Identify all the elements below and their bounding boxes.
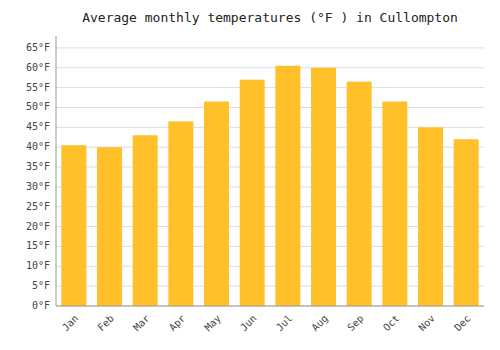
bar [311, 68, 336, 306]
x-tick-label: Jul [274, 313, 295, 334]
y-tick-label: 5°F [32, 280, 50, 291]
bar [61, 145, 86, 306]
x-tick-label: Aug [309, 313, 330, 334]
grid-line [56, 47, 484, 48]
bar [133, 135, 158, 306]
x-tick-label: Sep [345, 313, 366, 334]
x-tick-label: Apr [167, 313, 188, 334]
y-tick-label: 0°F [32, 300, 50, 311]
bar [204, 102, 229, 306]
grid-line [56, 67, 484, 68]
y-tick-label: 60°F [26, 62, 50, 73]
x-tick-label: Dec [452, 313, 473, 334]
x-axis-line [56, 306, 484, 307]
bar [418, 127, 443, 306]
y-axis-line [56, 36, 57, 306]
bars [61, 66, 478, 306]
chart: Average monthly temperatures (°F ) in Cu… [0, 0, 500, 350]
y-tick-label: 40°F [26, 141, 50, 152]
bar [275, 66, 300, 306]
chart-container: Average monthly temperatures (°F ) in Cu… [0, 0, 500, 350]
x-tick-label: Feb [95, 313, 116, 334]
x-tick-label: Nov [416, 313, 437, 334]
bar [347, 82, 372, 306]
bar [454, 139, 479, 306]
y-tick-label: 50°F [26, 101, 50, 112]
bar [97, 147, 122, 306]
title: Average monthly temperatures (°F ) in Cu… [82, 10, 458, 25]
y-tick-label: 55°F [26, 82, 50, 93]
x-tick-label: Jan [60, 313, 81, 334]
y-tick-label: 25°F [26, 201, 50, 212]
x-tick-label: May [202, 313, 223, 334]
bar [168, 121, 193, 306]
y-tick-label: 10°F [26, 260, 50, 271]
x-tick-label: Mar [131, 313, 152, 334]
grid-line [56, 87, 484, 88]
y-tick-label: 65°F [26, 42, 50, 53]
grid-line [56, 306, 484, 307]
bar [382, 102, 407, 306]
bar [240, 80, 265, 306]
y-tick-label: 20°F [26, 221, 50, 232]
y-tick-label: 45°F [26, 121, 50, 132]
x-tick-label: Jun [238, 313, 259, 334]
y-tick-label: 35°F [26, 161, 50, 172]
x-tick-label: Oct [381, 313, 402, 334]
y-tick-label: 30°F [26, 181, 50, 192]
y-tick-label: 15°F [26, 240, 50, 251]
grid-line [56, 107, 484, 108]
y-grid [56, 48, 484, 306]
